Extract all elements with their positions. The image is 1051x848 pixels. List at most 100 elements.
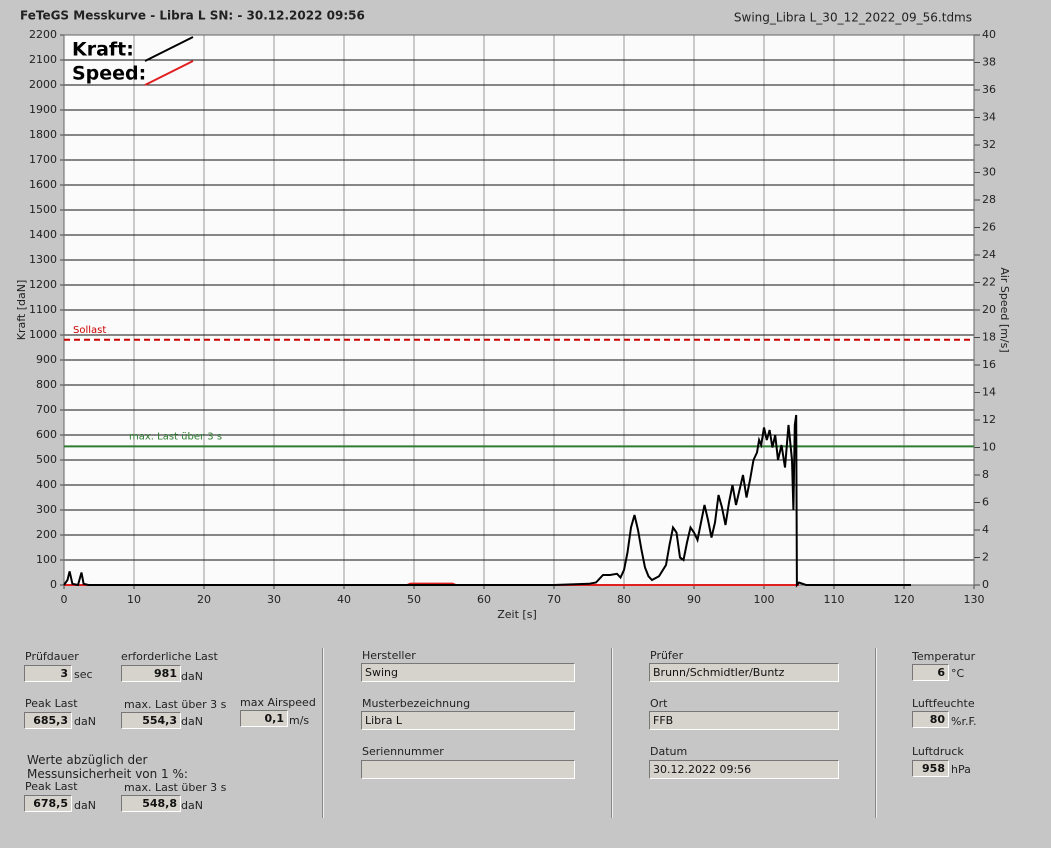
unit: daN xyxy=(181,670,203,683)
field: FFB xyxy=(649,711,839,730)
y-tick-label: 1400 xyxy=(29,228,57,241)
field: 30.12.2022 09:56 xyxy=(649,760,839,779)
field: Libra L xyxy=(361,711,575,730)
label: max Airspeed xyxy=(240,696,316,709)
x-tick-label: 50 xyxy=(407,593,421,606)
separator xyxy=(611,648,613,818)
note: Messunsicherheit von 1 %: xyxy=(27,767,188,781)
label: Ort xyxy=(650,697,668,710)
y2-tick-label: 6 xyxy=(982,496,989,509)
y-tick-label: 1700 xyxy=(29,153,57,166)
field: 981 xyxy=(121,665,181,682)
y2-tick-label: 18 xyxy=(982,331,996,344)
field: 554,3 xyxy=(121,712,181,729)
y2-tick-label: 26 xyxy=(982,221,996,234)
y2-tick-label: 12 xyxy=(982,413,996,426)
unit: hPa xyxy=(951,763,971,776)
label: Musterbezeichnung xyxy=(362,697,471,710)
unit: m/s xyxy=(289,714,310,727)
label: max. Last über 3 s xyxy=(124,698,227,711)
y2-tick-label: 32 xyxy=(982,138,996,151)
legend-label: Speed: xyxy=(72,63,146,85)
x-tick-label: 0 xyxy=(61,593,68,606)
legend-label: Kraft: xyxy=(72,39,134,61)
y-tick-label: 1800 xyxy=(29,128,57,141)
file-name: Swing_Libra L_30_12_2022_09_56.tdms xyxy=(734,11,972,25)
field: 0,1 xyxy=(240,710,288,727)
y-tick-label: 0 xyxy=(50,578,57,591)
unit: daN xyxy=(181,799,203,812)
label: Peak Last xyxy=(25,697,78,710)
field: 6 xyxy=(912,664,949,681)
separator xyxy=(322,648,324,818)
unit: °C xyxy=(951,667,965,680)
reference-label: Sollast xyxy=(73,325,106,336)
y-tick-label: 700 xyxy=(36,403,57,416)
y2-tick-label: 8 xyxy=(982,468,989,481)
unit: daN xyxy=(74,799,96,812)
x-tick-label: 90 xyxy=(687,593,701,606)
separator xyxy=(875,648,877,818)
y-tick-label: 1600 xyxy=(29,178,57,191)
y-tick-label: 600 xyxy=(36,428,57,441)
label: erforderliche Last xyxy=(121,650,218,663)
x-tick-label: 40 xyxy=(337,593,351,606)
field: Swing xyxy=(361,663,575,682)
y-tick-label: 1300 xyxy=(29,253,57,266)
x-axis-title: Zeit [s] xyxy=(497,608,536,621)
label: Prüfer xyxy=(650,649,684,662)
field: 678,5 xyxy=(24,795,72,812)
label: Peak Last xyxy=(25,780,78,793)
legend-swatch xyxy=(144,60,194,86)
x-tick-label: 70 xyxy=(547,593,561,606)
y-tick-label: 1100 xyxy=(29,303,57,316)
y-tick-label: 100 xyxy=(36,553,57,566)
field: 3 xyxy=(24,665,72,682)
y-tick-label: 2100 xyxy=(29,53,57,66)
label: Luftfeuchte xyxy=(912,697,975,710)
label: Luftdruck xyxy=(912,745,964,758)
data-line xyxy=(63,414,911,588)
y2-tick-label: 38 xyxy=(982,56,996,69)
y2-tick-label: 20 xyxy=(982,303,996,316)
label: Prüfdauer xyxy=(25,650,79,663)
y2-tick-label: 28 xyxy=(982,193,996,206)
y2-tick-label: 40 xyxy=(982,28,996,41)
y-tick-label: 1900 xyxy=(29,103,57,116)
y2-tick-label: 22 xyxy=(982,276,996,289)
y2-tick-label: 16 xyxy=(982,358,996,371)
x-tick-label: 20 xyxy=(197,593,211,606)
x-tick-label: 110 xyxy=(824,593,845,606)
label: Seriennummer xyxy=(362,745,444,758)
y2-tick-label: 0 xyxy=(982,578,989,591)
y-axis-title: Kraft [daN] xyxy=(15,280,28,341)
field: 685,3 xyxy=(24,712,72,729)
field xyxy=(361,760,575,779)
y-tick-label: 900 xyxy=(36,353,57,366)
y2-tick-label: 4 xyxy=(982,523,989,536)
y-tick-label: 2200 xyxy=(29,28,57,41)
label: Datum xyxy=(650,745,688,758)
y2-tick-label: 34 xyxy=(982,111,996,124)
x-tick-label: 30 xyxy=(267,593,281,606)
y2-axis-title: Air Speed [m/s] xyxy=(998,267,1011,352)
y2-tick-label: 24 xyxy=(982,248,996,261)
y-tick-label: 2000 xyxy=(29,78,57,91)
y-tick-label: 1200 xyxy=(29,278,57,291)
reference-label: max. Last über 3 s xyxy=(129,431,222,442)
field: 958 xyxy=(912,760,949,777)
y2-tick-label: 10 xyxy=(982,441,996,454)
x-tick-label: 60 xyxy=(477,593,491,606)
legend-swatch xyxy=(144,36,194,62)
x-tick-label: 130 xyxy=(964,593,985,606)
unit: daN xyxy=(181,715,203,728)
unit: daN xyxy=(74,715,96,728)
x-tick-label: 120 xyxy=(894,593,915,606)
note: Werte abzüglich der xyxy=(27,753,148,767)
x-tick-label: 100 xyxy=(754,593,775,606)
field: Brunn/Schmidtler/Buntz xyxy=(649,663,839,682)
y-tick-label: 500 xyxy=(36,453,57,466)
unit: sec xyxy=(74,668,93,681)
y-tick-label: 1000 xyxy=(29,328,57,341)
y-tick-label: 200 xyxy=(36,528,57,541)
